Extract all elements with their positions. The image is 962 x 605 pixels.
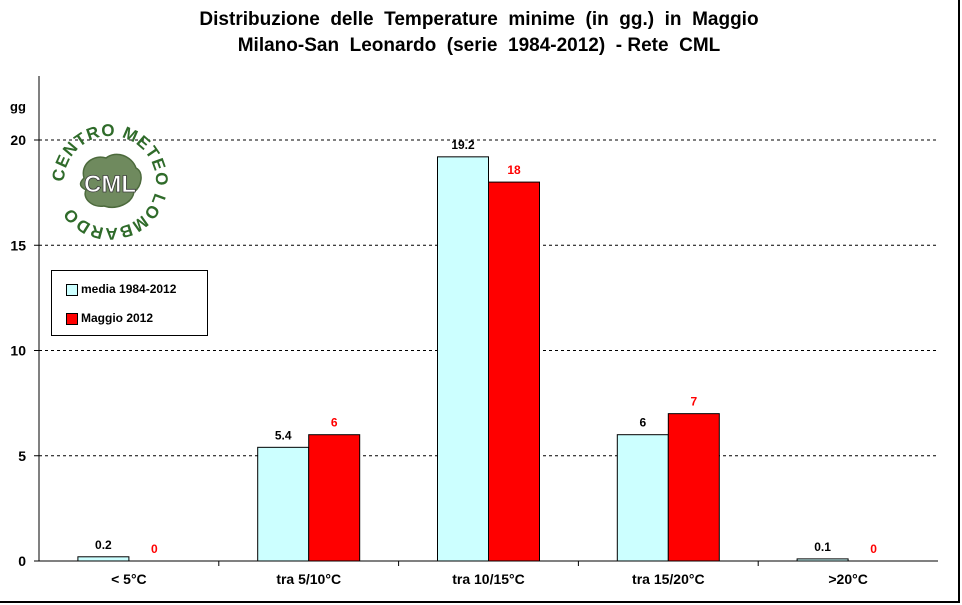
data-label: 0.2 xyxy=(95,538,112,552)
data-label: 19.2 xyxy=(451,138,475,152)
y-tick-label: 0 xyxy=(18,553,26,569)
data-label: 6 xyxy=(331,416,338,430)
bar xyxy=(488,181,540,562)
bar xyxy=(257,446,310,562)
legend-item-media: media 1984-2012 xyxy=(66,282,176,296)
logo-center-text: CML xyxy=(84,171,136,198)
data-label: 7 xyxy=(690,395,697,409)
data-label: 6 xyxy=(639,416,646,430)
data-label: 0 xyxy=(870,542,877,556)
cml-logo: CML CENTRO METEO LOMBARDO xyxy=(49,120,171,245)
y-tick-label: 10 xyxy=(10,343,26,359)
cml-logo-graphic: CML CENTRO METEO LOMBARDO xyxy=(49,121,171,243)
legend: media 1984-2012 Maggio 2012 xyxy=(51,270,208,336)
bar xyxy=(667,413,720,562)
legend-label-maggio: Maggio 2012 xyxy=(81,311,154,325)
y-tick-label: 5 xyxy=(18,448,26,464)
y-tick-label: 15 xyxy=(10,237,26,253)
x-tick-label: tra 15/20°C xyxy=(632,571,705,587)
x-tick-label: tra 10/15°C xyxy=(452,571,525,587)
x-tick-label: >20°C xyxy=(828,571,867,587)
legend-label-media: media 1984-2012 xyxy=(81,282,177,296)
bar xyxy=(796,558,849,562)
chart-subtitle: Milano-San Leonardo (serie 1984-2012) - … xyxy=(237,35,721,56)
data-label: 0 xyxy=(151,542,158,556)
bar xyxy=(308,434,361,562)
y-axis-label: gg xyxy=(10,99,26,114)
bar xyxy=(616,434,669,562)
legend-item-maggio: Maggio 2012 xyxy=(66,311,153,325)
chart-title: Distribuzione delle Temperature minime (… xyxy=(199,9,759,30)
x-tick-label: tra 5/10°C xyxy=(276,571,341,587)
legend-swatch-media xyxy=(66,283,78,296)
bar xyxy=(77,556,130,562)
data-label: 5.4 xyxy=(275,428,292,442)
bar xyxy=(437,156,489,562)
y-tick-label: 20 xyxy=(10,132,26,148)
data-label: 0.1 xyxy=(814,540,831,554)
data-label: 18 xyxy=(507,163,521,177)
x-tick-label: < 5°C xyxy=(111,571,147,587)
legend-swatch-maggio xyxy=(66,312,78,325)
